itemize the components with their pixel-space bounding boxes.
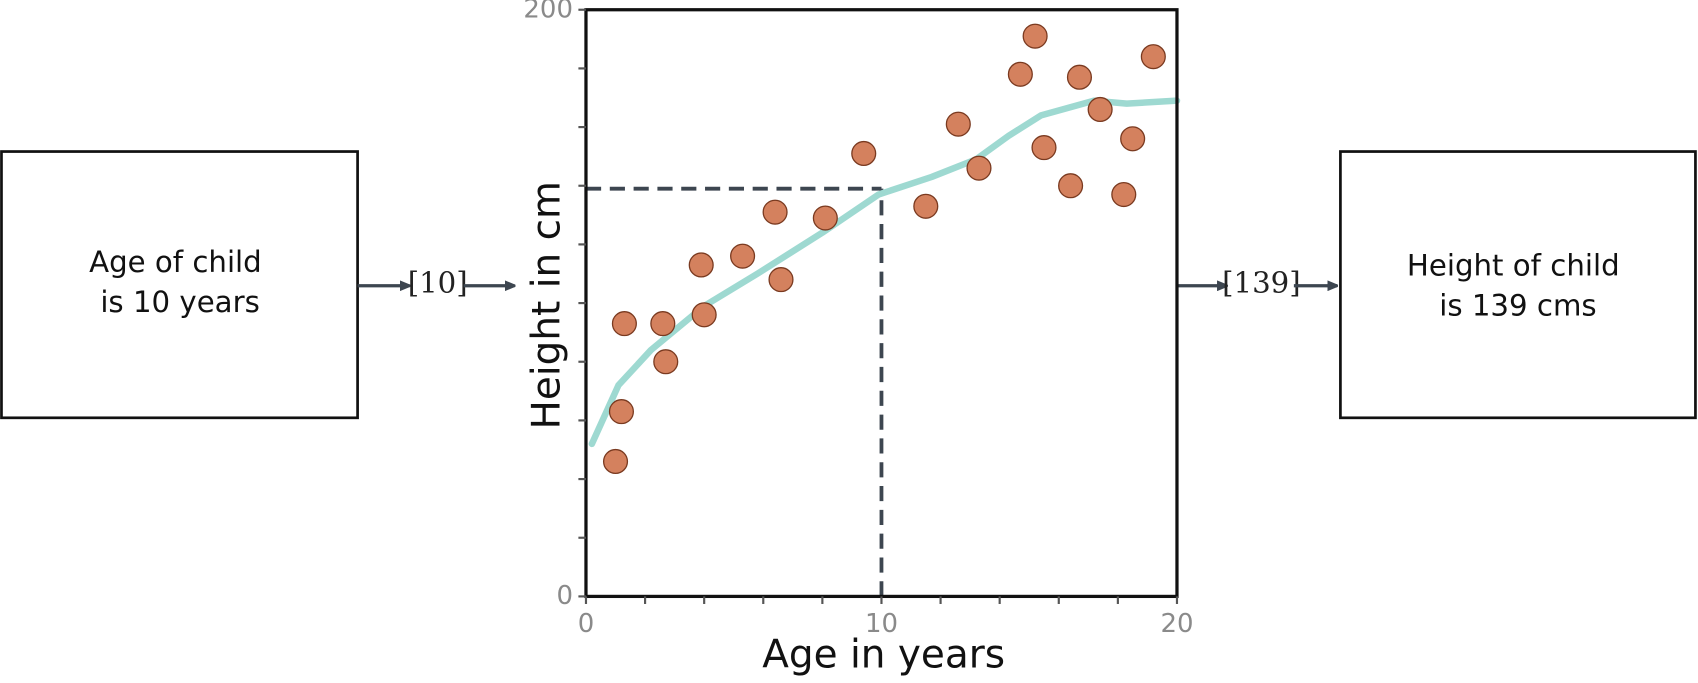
- data-point: [688, 252, 714, 278]
- data-point: [966, 155, 992, 181]
- data-point: [945, 111, 971, 137]
- output-box: [1339, 150, 1697, 420]
- data-point: [608, 399, 634, 425]
- y-tick-label: 0: [556, 581, 573, 611]
- input-box-text: Age of child is 10 years: [89, 245, 271, 319]
- fit-line: [588, 97, 1181, 448]
- data-point: [1022, 23, 1048, 49]
- data-point: [653, 349, 679, 375]
- output-box-text: Height of child is 139 cms: [1407, 248, 1629, 322]
- data-point: [1120, 126, 1146, 152]
- data-point: [1087, 96, 1113, 123]
- x-tick-label: 0: [578, 609, 595, 639]
- data-point: [730, 243, 756, 269]
- data-point: [1066, 64, 1093, 90]
- data-point: [1031, 135, 1057, 161]
- data-point: [611, 311, 637, 337]
- input-line: is 10 years: [100, 285, 260, 319]
- output-line: is 139 cms: [1439, 288, 1596, 322]
- data-point: [691, 302, 717, 328]
- data-point: [1007, 61, 1033, 87]
- output-line: Height of child: [1407, 248, 1620, 282]
- input-line: Age of child: [89, 245, 262, 279]
- input-value: [10]: [408, 266, 468, 300]
- x-tick-label: 10: [865, 609, 898, 639]
- x-tick-label: 20: [1160, 609, 1193, 639]
- data-point: [768, 267, 794, 293]
- data-point: [1058, 173, 1084, 199]
- y-tick-label: 200: [523, 0, 573, 24]
- data-point: [762, 199, 788, 225]
- y-axis-label: Height in cm: [525, 181, 570, 429]
- data-point: [851, 140, 877, 167]
- data-point: [812, 205, 838, 231]
- data-point: [1111, 181, 1137, 208]
- data-point: [1140, 44, 1166, 70]
- data-point: [602, 448, 629, 475]
- x-axis-label: Age in years: [762, 633, 1005, 678]
- output-value: [139]: [1222, 266, 1301, 300]
- data-point: [913, 193, 939, 219]
- data-point: [650, 311, 676, 337]
